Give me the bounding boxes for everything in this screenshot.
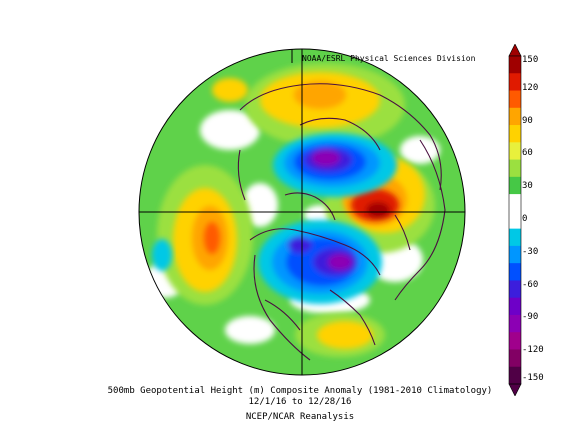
colorbar-swatch: [509, 211, 521, 230]
colorbar: [505, 43, 525, 397]
credit-label: NOAA/ESRL Physical Sciences Division: [302, 54, 476, 63]
colorbar-tick-label: -30: [522, 246, 539, 257]
colorbar-tick-label: 120: [522, 82, 539, 93]
colorbar-swatch: [509, 245, 521, 264]
caption-dataset: NCEP/NCAR Reanalysis: [245, 412, 355, 422]
colorbar-swatch: [509, 366, 521, 385]
colorbar-swatch: [509, 349, 521, 368]
colorbar-swatch: [509, 90, 521, 109]
caption-title: 500mb Geopotential Height (m) Composite …: [107, 386, 493, 396]
colorbar-tick-label: 150: [522, 55, 539, 65]
colorbar-swatch: [509, 107, 521, 126]
colorbar-swatch: [509, 263, 521, 281]
colorbar-swatch: [509, 73, 521, 92]
colorbar-swatch: [509, 228, 521, 247]
coastlines: [237, 83, 446, 361]
colorbar-tick-label: -120: [522, 345, 544, 356]
colorbar-swatch: [509, 56, 521, 74]
colorbar-svg: [508, 43, 522, 397]
colorbar-swatch: [509, 194, 521, 212]
caption-period: 12/1/16 to 12/28/16: [248, 397, 352, 407]
colorbar-swatch: [509, 159, 521, 178]
colorbar-swatch: [509, 125, 521, 143]
colorbar-tick-label: 90: [522, 115, 533, 126]
colorbar-tick-label: -90: [522, 312, 539, 323]
anomaly-field: [139, 49, 465, 375]
colorbar-top-arrow: [508, 43, 522, 57]
colorbar-tick-label: 30: [522, 181, 533, 192]
colorbar-tick-label: 0: [522, 214, 528, 224]
colorbar-swatch: [509, 297, 521, 316]
colorbar-swatch: [509, 332, 521, 350]
colorbar-swatch: [509, 314, 521, 333]
colorbar-swatch: [509, 280, 521, 299]
colorbar-tick-label: -150: [522, 373, 544, 383]
colorbar-swatch: [509, 142, 521, 161]
colorbar-tick-label: 60: [522, 148, 533, 159]
colorbar-swatch: [509, 176, 521, 195]
colorbar-tick-label: -60: [522, 279, 539, 290]
